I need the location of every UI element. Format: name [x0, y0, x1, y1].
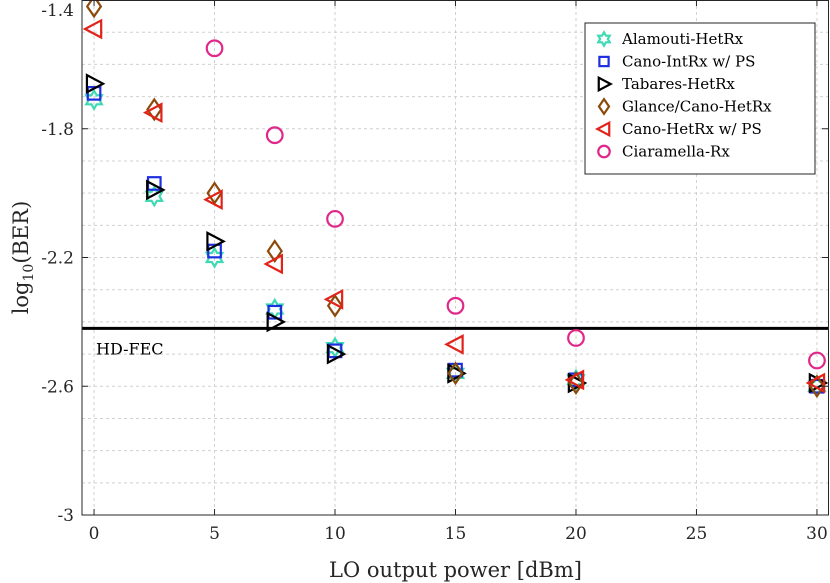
- x-tick-label: 20: [565, 524, 587, 544]
- x-tick-label: 5: [209, 524, 220, 544]
- data-point: [446, 296, 465, 315]
- data-point: [808, 351, 826, 370]
- legend-label: Alamouti-HetRx: [621, 30, 744, 48]
- x-tick-label: 10: [324, 524, 346, 544]
- legend-marker: [597, 144, 611, 159]
- legend-marker: [597, 97, 611, 116]
- legend-marker: [594, 120, 611, 138]
- x-axis-ticks: 0 5 10 15 20 25 30: [89, 0, 828, 544]
- legend-label: Ciaramella-Rx: [622, 143, 730, 161]
- data-point: [326, 343, 347, 365]
- legend-marker: [597, 75, 614, 93]
- legend-label: Tabares-HetRx: [622, 75, 735, 93]
- y-axis-ticks: -1.4 -1.8 -2.2 -2.6 -3: [41, 0, 828, 526]
- data-point: [82, 18, 103, 40]
- y-axis-label-rest: (BER): [9, 201, 33, 264]
- data-point: [85, 73, 106, 95]
- data-point: [267, 304, 283, 320]
- data-point: [323, 288, 344, 310]
- x-tick-label: 30: [806, 524, 828, 544]
- legend-marker: [596, 30, 612, 48]
- series-ciaramella-rx: [205, 39, 826, 370]
- x-tick-label: 0: [89, 524, 100, 544]
- data-point: [206, 231, 226, 252]
- legend-label: Glance/Cano-HetRx: [622, 98, 772, 116]
- data-point: [567, 371, 585, 395]
- data-points: [82, 0, 829, 399]
- y-axis-label-main: log: [9, 281, 33, 314]
- data-point: [808, 374, 826, 399]
- data-point: [564, 369, 585, 391]
- data-point: [265, 126, 284, 145]
- data-point: [567, 329, 585, 347]
- data-point: [205, 39, 224, 58]
- x-axis-label: LO output power [dBm]: [329, 558, 582, 582]
- data-point: [444, 334, 464, 355]
- data-point: [142, 102, 163, 124]
- y-tick-label: -3: [57, 506, 74, 526]
- x-tick-label: 15: [445, 524, 467, 544]
- data-point: [85, 0, 103, 19]
- data-point: [204, 246, 225, 269]
- y-axis-label: log10(BER): [9, 201, 37, 315]
- legend-label: Cano-IntRx w/ PS: [622, 53, 755, 71]
- data-point: [203, 189, 223, 210]
- legend-box: [584, 22, 816, 175]
- data-point: [86, 85, 102, 101]
- data-point: [263, 253, 283, 275]
- data-point: [84, 88, 104, 112]
- legend-marker: [598, 55, 610, 68]
- y-axis-label-subscript: 10: [21, 264, 37, 282]
- data-point: [266, 311, 287, 333]
- data-point: [207, 243, 222, 259]
- legend: Alamouti-HetRx Cano-IntRx w/ PS Tabares-He…: [584, 22, 816, 175]
- y-tick-label: -2.2: [41, 249, 74, 269]
- y-tick-label: -1.4: [41, 1, 74, 21]
- data-point: [447, 361, 464, 386]
- hd-fec-label: HD-FEC: [96, 339, 164, 358]
- y-tick-label: -1.8: [41, 120, 74, 140]
- data-point: [266, 239, 283, 263]
- legend-label: Cano-HetRx w/ PS: [622, 120, 762, 138]
- data-point: [146, 179, 166, 201]
- data-point: [326, 209, 344, 228]
- y-tick-label: -2.6: [41, 377, 74, 397]
- x-tick-label: 25: [686, 524, 708, 544]
- series-cano-hetrx-w-ps: [82, 18, 826, 394]
- data-point: [805, 372, 826, 394]
